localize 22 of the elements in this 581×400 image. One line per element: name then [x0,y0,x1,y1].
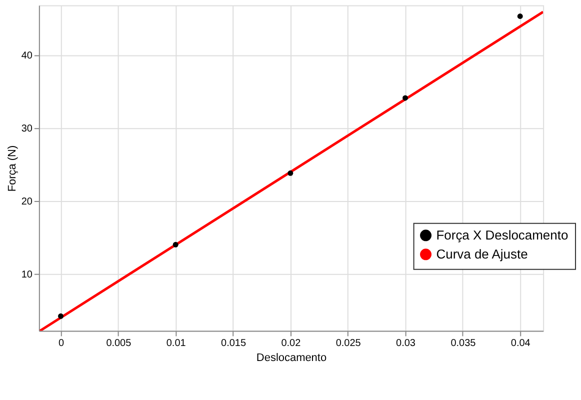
y-axis-title: Força (N) [6,145,18,192]
y-tick-label: 20 [21,196,33,208]
x-tick-label: 0.02 [281,338,302,350]
y-tick-label: 40 [21,50,33,62]
x-axis-title: Deslocamento [256,352,327,364]
x-tick-label: 0.03 [396,338,416,350]
legend-label: Força X Deslocamento [436,227,568,242]
point [288,170,294,176]
point [517,14,523,19]
x-tick-label: 0.025 [336,338,362,350]
point [58,313,64,319]
x-tick-label: 0 [58,338,64,350]
legend-label: Curva de Ajuste [436,246,528,262]
x-tick-label: 0.015 [221,338,246,350]
y-tick-label: 10 [21,269,33,280]
x-tick-label: 0.005 [106,338,132,350]
x-tick-label: 0.035 [450,338,476,350]
point [402,95,408,101]
y-tick-label: 30 [21,123,33,134]
point [172,242,178,248]
x-tick-label: 0.04 [510,338,531,350]
x-tick-label: 0.01 [166,338,186,350]
